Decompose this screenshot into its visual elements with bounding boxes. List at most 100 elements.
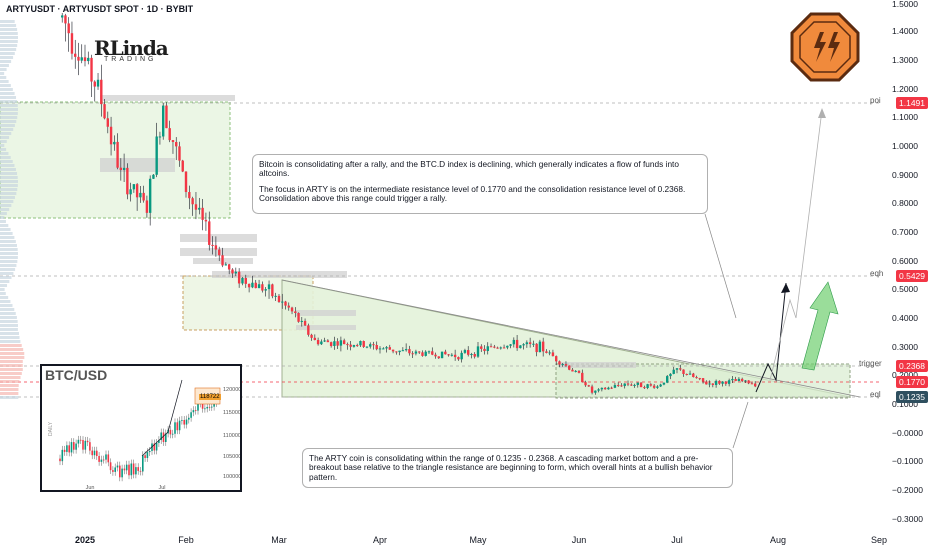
inset-x-tick: Jul <box>158 485 165 490</box>
supply-block-5 <box>212 271 347 278</box>
inset-candle-body <box>121 468 123 478</box>
candle-body <box>587 385 590 387</box>
inset-candle-body <box>169 429 172 435</box>
candle-body <box>692 373 695 378</box>
x-tick-label: 2025 <box>75 535 95 545</box>
candle-body <box>727 380 731 384</box>
volume-profile-bar <box>0 128 14 131</box>
candle-body <box>535 343 538 353</box>
supply-block-6 <box>296 310 356 316</box>
candle-body <box>453 354 457 358</box>
candle-body <box>145 200 149 213</box>
candle-body <box>512 339 516 345</box>
triangle-resistance-line <box>281 279 861 398</box>
candle-body <box>83 57 87 62</box>
candle-body <box>613 385 617 388</box>
inset-candle-body <box>96 450 98 457</box>
projection-path-gray <box>769 109 823 381</box>
volume-profile-bar <box>0 20 15 23</box>
candle-body <box>139 192 142 198</box>
inset-candle-body <box>192 410 195 413</box>
candle-body <box>109 126 113 145</box>
candle-body <box>244 277 247 284</box>
candle-body <box>74 53 77 57</box>
candle-body <box>705 381 708 385</box>
candle-body <box>352 345 356 347</box>
inset-candle-body <box>112 470 114 472</box>
candle-body <box>551 352 555 357</box>
y-tick-label: 1.3000 <box>892 55 918 65</box>
x-tick-label: Sep <box>871 535 887 545</box>
candle-body <box>731 379 734 381</box>
candle-body <box>421 352 424 356</box>
inset-candle-body <box>135 467 137 475</box>
candle-body <box>90 57 93 82</box>
candle-body <box>724 381 728 384</box>
volume-profile-bar <box>0 228 11 231</box>
candle-body <box>152 174 155 179</box>
candle-body <box>241 277 244 284</box>
candle-body <box>473 354 476 357</box>
y-tick-label: 0.5000 <box>892 284 918 294</box>
volume-profile-bar <box>0 76 7 79</box>
x-tick-label: Apr <box>373 535 387 545</box>
volume-profile-bar <box>0 112 18 115</box>
candle-body <box>571 369 574 372</box>
volume-profile-bar <box>0 140 7 143</box>
volume-profile-bar <box>0 292 6 295</box>
y-tick-label: 0.2000 <box>892 370 918 380</box>
lightning-bolts-hex-icon <box>790 12 860 87</box>
candle-body <box>67 23 70 34</box>
candle-body <box>532 343 535 345</box>
inset-candle-body <box>165 433 167 442</box>
volume-profile-bar <box>0 336 20 339</box>
candle-body <box>698 378 702 380</box>
inset-candle-body <box>171 433 174 435</box>
brand-sub: TRADING <box>104 56 157 63</box>
candle-body <box>395 351 398 353</box>
candle-body <box>181 160 184 172</box>
candle-body <box>418 351 421 353</box>
candle-body <box>646 384 649 389</box>
candle-body <box>714 380 718 385</box>
volume-profile-bar <box>0 36 18 39</box>
inset-candle-body <box>201 402 204 409</box>
level-tag: poi <box>870 96 881 105</box>
volume-profile-bar <box>0 384 19 387</box>
candle-body <box>329 342 333 346</box>
candle-body <box>610 387 613 389</box>
volume-profile-bar <box>0 248 18 251</box>
level-price-label: 1.1491 <box>896 97 928 109</box>
candle-body <box>148 178 152 213</box>
y-tick-label: −0.0000 <box>892 428 923 438</box>
volume-profile-bar <box>0 40 18 43</box>
candle-body <box>626 383 630 385</box>
volume-profile-bar <box>0 172 18 175</box>
candle-body <box>747 380 750 384</box>
level-price-label: 0.2368 <box>896 360 928 372</box>
candle-body <box>290 307 294 312</box>
candle-body <box>113 141 116 145</box>
volume-profile-bar <box>0 68 7 71</box>
candle-body <box>463 350 467 353</box>
candle-body <box>365 346 369 348</box>
inset-candle-body <box>181 419 183 421</box>
volume-profile-bar <box>0 156 11 159</box>
volume-profile-bar <box>0 232 13 235</box>
candle-body <box>320 341 323 345</box>
candle-body <box>388 347 391 350</box>
y-tick-label: 1.2000 <box>892 84 918 94</box>
candle-body <box>274 295 277 297</box>
inset-candle-body <box>208 406 211 408</box>
note-bottom-text: The ARTY coin is consolidating within th… <box>309 453 713 482</box>
volume-profile-bar <box>0 52 15 55</box>
inset-candle-body <box>160 432 162 441</box>
candle-body <box>460 352 463 360</box>
volume-profile-bar <box>0 312 16 315</box>
candle-body <box>231 269 234 274</box>
inset-candle-body <box>190 412 192 418</box>
volume-profile-bar <box>0 132 12 135</box>
candle-body <box>155 136 158 175</box>
volume-profile-bar <box>0 284 8 287</box>
inset-candle-body <box>89 442 91 451</box>
